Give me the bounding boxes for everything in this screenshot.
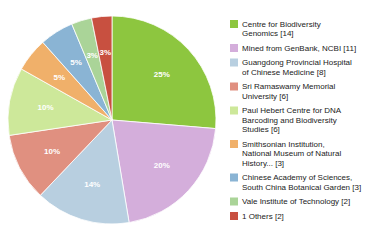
legend-swatch	[230, 44, 238, 52]
legend-swatch	[230, 83, 238, 91]
legend-swatch	[230, 59, 238, 67]
legend-label-line: Paul Hebert Centre for DNA	[242, 106, 342, 115]
legend-label-line: National Museum of Natural	[242, 149, 341, 158]
legend-entry: Chinese Academy of Sciences,South China …	[230, 173, 361, 192]
legend-label-line: Vale Institute of Technology [2]	[242, 197, 350, 206]
slice	[112, 16, 216, 129]
slice	[112, 120, 216, 223]
legend-entry: Vale Institute of Technology [2]	[230, 197, 350, 206]
legend-label: Mined from GenBank, NCBI [11]	[242, 44, 356, 53]
legend-label: Centre for BiodiversityGenomics [14]	[242, 20, 321, 39]
legend-label-line: Smithsonian Institution,	[242, 140, 325, 149]
legend-label-line: Guangdong Provincial Hospital	[242, 58, 352, 67]
legend-label-line: 1 Others [2]	[242, 212, 284, 221]
legend-label-line: Studies [6]	[242, 125, 280, 134]
legend-label: Paul Hebert Centre for DNABarcoding and …	[242, 106, 342, 134]
legend-swatch	[230, 198, 238, 206]
data-label: 3%	[100, 48, 112, 57]
legend-label-line: Barcoding and Biodiversity	[242, 116, 337, 125]
legend-label: Smithsonian Institution,National Museum …	[242, 140, 341, 168]
legend-entry: Smithsonian Institution,National Museum …	[230, 140, 341, 168]
data-label: 3%	[86, 51, 98, 60]
legend-swatch	[230, 140, 238, 148]
legend-label: Chinese Academy of Sciences,South China …	[242, 173, 361, 192]
legend-entry: Sri Ramaswamy MemorialUniversity [6]	[230, 82, 336, 101]
data-label: 5%	[70, 58, 82, 67]
legend-label-line: South China Botanical Garden [3]	[242, 183, 361, 192]
legend-label-line: Sri Ramaswamy Memorial	[242, 82, 336, 91]
data-label: 14%	[84, 180, 100, 189]
slices	[8, 16, 216, 224]
legend-entry: Paul Hebert Centre for DNABarcoding and …	[230, 106, 342, 134]
data-label: 10%	[38, 103, 54, 112]
slice	[92, 16, 113, 120]
legend-label: Guangdong Provincial Hospitalof Chinese …	[242, 58, 352, 77]
legend-label: 1 Others [2]	[242, 212, 284, 221]
legend-swatch	[230, 212, 238, 220]
legend-entry: Guangdong Provincial Hospitalof Chinese …	[230, 58, 352, 77]
data-labels: 25% 20% 14% 10% 10% 5% 5% 3%3%	[38, 48, 170, 189]
pie: 25% 20% 14% 10% 10% 5% 5% 3%3%	[8, 16, 216, 224]
legend-label: Vale Institute of Technology [2]	[242, 197, 350, 206]
legend-entry: Centre for BiodiversityGenomics [14]	[230, 20, 321, 39]
chart: 25% 20% 14% 10% 10% 5% 5% 3%3% Centre for Biodiv…	[0, 0, 380, 240]
data-label: 25%	[154, 70, 170, 79]
data-label: 5%	[54, 73, 66, 82]
legend-swatch	[230, 107, 238, 115]
legend-label-line: Centre for Biodiversity	[242, 20, 321, 29]
legend-entry: 1 Others [2]	[230, 212, 284, 221]
data-label: 10%	[44, 147, 60, 156]
legend-label-line: University [6]	[242, 92, 288, 101]
data-label: 20%	[154, 161, 170, 170]
legend-swatch	[230, 20, 238, 28]
legend-label-line: of Chinese Medicine [8]	[242, 68, 326, 77]
legend-label-line: History... [3]	[242, 159, 284, 168]
legend: Centre for BiodiversityGenomics [14] Mine…	[230, 20, 361, 221]
legend-swatch	[230, 174, 238, 182]
legend-entry: Mined from GenBank, NCBI [11]	[230, 44, 356, 53]
legend-label-line: Chinese Academy of Sciences,	[242, 173, 352, 182]
legend-label-line: Mined from GenBank, NCBI [11]	[242, 44, 356, 53]
legend-label: Sri Ramaswamy MemorialUniversity [6]	[242, 82, 336, 101]
legend-label-line: Genomics [14]	[242, 29, 294, 38]
